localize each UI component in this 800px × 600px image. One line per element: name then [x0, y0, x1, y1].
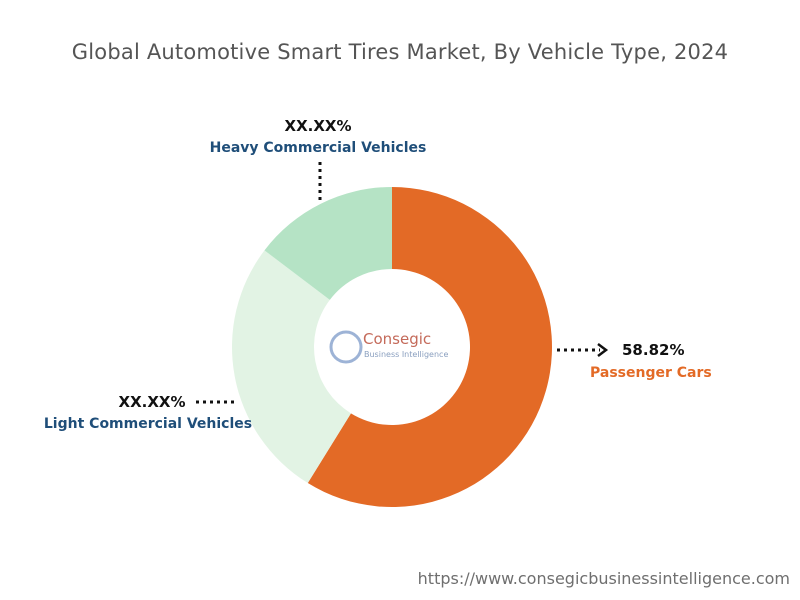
- passenger-cars-value: 58.82%: [622, 341, 684, 359]
- logo-name: Consegic: [363, 330, 431, 348]
- donut-slice-heavy-commercial-vehicles: [264, 187, 392, 300]
- center-logo: Consegic Business Intelligence: [329, 330, 448, 364]
- heavy-commercial-label: Heavy Commercial Vehicles: [210, 140, 427, 156]
- passenger-cars-label: Passenger Cars: [590, 365, 712, 381]
- donut-slice-light-commercial-vehicles: [232, 250, 351, 484]
- chart-title: Global Automotive Smart Tires Market, By…: [71, 40, 729, 64]
- logo-mark-icon: [329, 330, 363, 364]
- donut-slices: [232, 187, 552, 508]
- source-url: https://www.consegicbusinessintelligence…: [417, 569, 790, 588]
- passenger-cars-arrow-icon: [597, 343, 609, 357]
- light-commercial-label: Light Commercial Vehicles: [44, 416, 252, 432]
- logo-tagline: Business Intelligence: [364, 350, 448, 359]
- light-commercial-value: XX.XX%: [119, 393, 186, 411]
- donut-slice-passenger-cars: [307, 187, 552, 508]
- heavy-commercial-value: XX.XX%: [285, 117, 352, 135]
